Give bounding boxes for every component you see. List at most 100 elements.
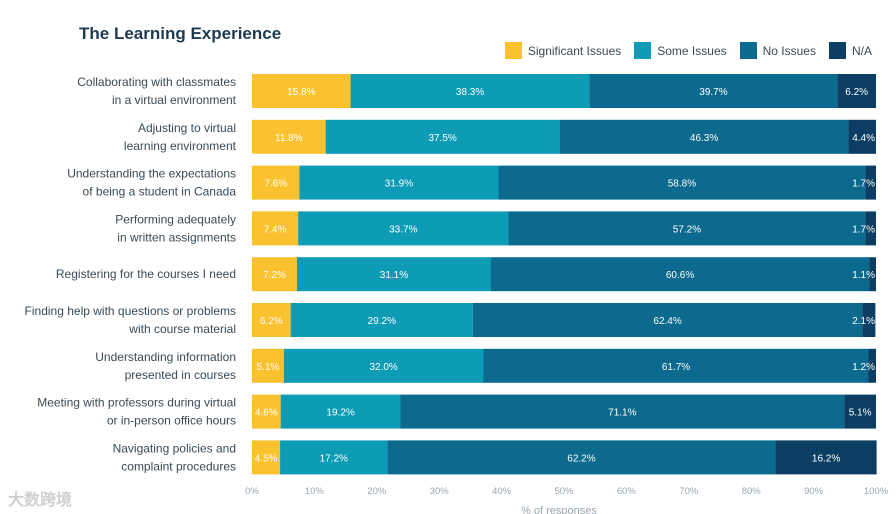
data-label: 31.1% [380, 270, 408, 281]
category-label: Registering for the courses I need [56, 267, 236, 281]
legend-swatch [828, 42, 846, 59]
bar-segment-n-a [865, 211, 876, 246]
data-label: 61.7% [662, 362, 690, 373]
bar-segment-some-issues [290, 303, 473, 337]
x-tick-label: 10% [305, 486, 325, 497]
data-label: 37.5% [428, 133, 456, 144]
data-label: 1.7% [852, 179, 875, 190]
category-label-line: Meeting with professors during virtual [37, 396, 236, 410]
data-label: 11.8% [275, 133, 303, 144]
bar-segment-no-issues [400, 394, 845, 429]
data-label: 4.6% [255, 408, 278, 419]
x-tick-label: 70% [679, 486, 699, 497]
data-label: 1.2% [852, 362, 875, 373]
category-label: Finding help with questions or problems w… [25, 304, 236, 336]
bar-segment-some-issues [296, 257, 491, 292]
category-label-line: Performing adequately [115, 212, 236, 226]
data-label: 6.2% [845, 87, 868, 98]
category-label-line: Registering for the courses I need [56, 267, 236, 281]
data-label: 17.2% [320, 453, 348, 464]
bar-segment-significant-issues [252, 348, 284, 383]
bar-segment-n-a [848, 119, 876, 154]
bar-segment-no-issues [490, 257, 870, 292]
bar-segment-some-issues [280, 394, 401, 429]
x-tick-label: 0% [245, 486, 259, 497]
x-tick-label: 20% [367, 486, 387, 497]
data-label: 32.0% [369, 362, 397, 373]
category-label-line: with course material [128, 322, 236, 336]
bar-segment-some-issues [325, 119, 560, 154]
x-tick-label: 90% [804, 486, 824, 497]
data-label: 5.1% [849, 408, 872, 419]
bar-segment-n-a [837, 74, 876, 108]
data-label: 5.1% [257, 362, 280, 373]
bar-segment-no-issues [589, 74, 838, 108]
x-tick-label: 40% [492, 486, 512, 497]
data-label: 15.8% [287, 87, 315, 98]
x-tick-label: 30% [430, 486, 450, 497]
bar-segment-no-issues [387, 440, 776, 475]
bar-segment-some-issues [280, 440, 388, 475]
data-label: 1.7% [852, 224, 875, 235]
category-label: Meeting with professors during virtual or… [37, 396, 236, 428]
category-label: Collaborating with classmates in a virtua… [77, 75, 236, 107]
watermark-logo: 大数跨境 [8, 492, 73, 509]
legend-item-some-issues: Some Issues [634, 42, 727, 59]
category-label: Navigating policies and complaint procedu… [113, 441, 236, 473]
data-label: 46.3% [690, 133, 718, 144]
bar-segment-n-a [869, 257, 876, 292]
bar-segment-no-issues [483, 348, 869, 383]
data-label: 4.5% [255, 453, 278, 464]
data-label: 4.4% [852, 133, 875, 144]
bar-segment-n-a [865, 165, 876, 200]
category-label-line: in a virtual environment [112, 93, 237, 107]
data-label: 7.4% [264, 224, 287, 235]
legend-label: Some Issues [657, 43, 727, 58]
data-label: 39.7% [699, 87, 727, 98]
bar-segment-some-issues [283, 348, 484, 383]
bar-segment-significant-issues [252, 211, 299, 246]
legend-swatch [634, 42, 652, 59]
data-label: 19.2% [326, 408, 354, 419]
data-label: 71.1% [608, 408, 636, 419]
x-tick-label: 80% [742, 486, 762, 497]
data-label: 1.1% [852, 270, 875, 281]
category-label-line: of being a student in Canada [83, 185, 237, 199]
bar-segment-significant-issues [252, 119, 326, 154]
bar-segment-n-a [868, 348, 876, 383]
category-label-line: Adjusting to virtual [138, 121, 236, 135]
category-label-line: in written assignments [117, 230, 236, 244]
legend-item-significant-issues: Significant Issues [504, 42, 622, 59]
category-label-line: complaint procedures [121, 459, 236, 473]
bar-segment-no-issues [498, 165, 866, 200]
data-label: 31.9% [385, 179, 413, 190]
category-label-line: presented in courses [125, 368, 236, 382]
category-label-line: Understanding the expectations [67, 167, 236, 181]
legend-item-no-issues: No Issues [739, 42, 816, 59]
legend: Significant Issues Some Issues No Issues N/… [504, 42, 872, 59]
bar-segment-significant-issues [252, 394, 281, 429]
legend-swatch [504, 42, 522, 59]
bar-segment-n-a [844, 394, 876, 429]
legend-label: Significant Issues [527, 43, 622, 58]
data-label: 7.2% [263, 270, 286, 281]
legend-item-n-a: N/A [828, 42, 872, 59]
bar-segment-n-a [775, 440, 877, 475]
data-label: 58.8% [668, 179, 696, 190]
category-label: Adjusting to virtual learning environment [124, 121, 237, 153]
category-label-line: Navigating policies and [113, 441, 236, 455]
data-label: 60.6% [666, 270, 694, 281]
bar-segment-no-issues [472, 303, 863, 337]
x-axis-title: % of responses [521, 505, 597, 514]
bar-segment-significant-issues [252, 74, 351, 108]
category-label: Understanding the expectations of being a… [67, 167, 236, 199]
data-label: 62.4% [653, 316, 681, 327]
category-label: Performing adequately in written assignme… [115, 212, 236, 244]
bar-segment-significant-issues [252, 440, 281, 475]
data-label: 62.2% [567, 453, 595, 464]
category-label: Understanding information presented in co… [95, 350, 236, 382]
category-label-line: learning environment [124, 139, 237, 153]
legend-label: N/A [851, 43, 872, 58]
data-label: 16.2% [812, 453, 840, 464]
data-label: 33.7% [389, 224, 417, 235]
